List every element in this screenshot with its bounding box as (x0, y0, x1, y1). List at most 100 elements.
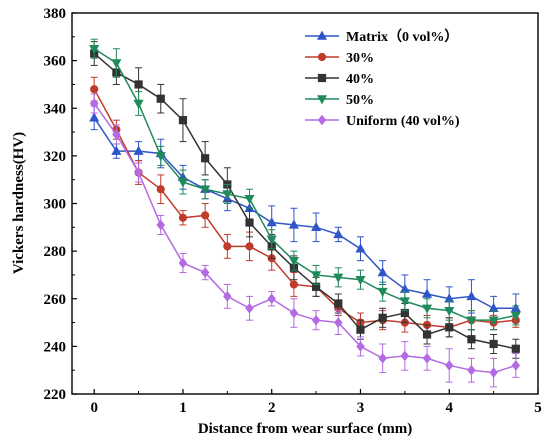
series-4 (89, 93, 521, 388)
y-tick-label: 360 (44, 54, 67, 70)
data-point (333, 229, 344, 239)
data-point (510, 311, 521, 321)
series-line (93, 103, 517, 374)
y-axis-title: Vickers hardness(HV) (11, 132, 27, 274)
x-tick-label: 0 (90, 400, 98, 416)
data-point (311, 271, 322, 281)
data-point (200, 267, 210, 278)
data-point (223, 242, 232, 251)
data-point (244, 195, 255, 205)
data-point (378, 352, 387, 364)
legend-label: 30% (346, 51, 374, 66)
data-point (178, 213, 188, 222)
data-point (134, 80, 143, 89)
data-point (422, 304, 433, 314)
data-point (334, 317, 343, 328)
data-point (266, 235, 277, 245)
data-point (156, 94, 165, 103)
data-point (356, 341, 365, 352)
x-tick-label: 2 (268, 400, 276, 416)
axes-layer: 0 1 2 3 4 5 220 240 260 280 300 320 340 360 380 (44, 6, 542, 416)
legend-item: 40% (305, 72, 374, 87)
data-point (245, 302, 254, 314)
data-point (289, 307, 299, 319)
data-point (156, 219, 166, 231)
series-line (93, 48, 516, 321)
legend-marker (316, 30, 328, 40)
x-tick-label: 1 (179, 400, 187, 416)
data-point (467, 364, 476, 376)
data-point (311, 314, 321, 326)
data-point (89, 112, 100, 122)
data-point (444, 360, 454, 371)
data-point (133, 145, 144, 155)
data-point (201, 154, 210, 163)
data-point (489, 367, 498, 378)
data-point (177, 178, 188, 188)
y-tick-label: 340 (44, 101, 67, 117)
legend-item: 50% (305, 93, 374, 108)
y-tick-label: 380 (44, 6, 67, 22)
series-line (93, 117, 516, 310)
legend-item: 30% (305, 51, 374, 66)
data-point (422, 288, 433, 298)
legend-label: 50% (346, 93, 374, 108)
data-point (444, 306, 455, 317)
data-point (467, 335, 476, 344)
data-point (266, 217, 277, 227)
data-point (245, 218, 254, 227)
data-point (112, 129, 121, 140)
data-point (311, 221, 322, 232)
data-point (133, 99, 144, 109)
data-point (489, 339, 498, 349)
data-point (223, 291, 232, 302)
data-point (466, 290, 477, 301)
x-tick-label: 3 (357, 400, 365, 416)
data-point (511, 360, 521, 371)
data-point (178, 116, 188, 125)
data-point (222, 190, 233, 200)
legend-label: 40% (346, 72, 374, 87)
data-point (245, 242, 254, 251)
data-point (156, 185, 165, 194)
x-tick-label: 4 (445, 400, 453, 416)
series-0 (89, 105, 521, 324)
data-point (355, 276, 366, 286)
legend-marker (317, 114, 327, 126)
series-3 (89, 38, 521, 331)
series-2 (90, 41, 520, 359)
data-point (355, 243, 366, 253)
data-point (334, 299, 343, 308)
data-point (288, 256, 299, 267)
data-point (511, 344, 520, 353)
legend-item: Uniform (40 vol%) (305, 114, 460, 129)
data-point (155, 152, 166, 162)
y-tick-label: 300 (44, 197, 67, 213)
data-point (200, 185, 211, 195)
data-point (267, 293, 276, 305)
x-axis-title: Distance from wear surface (mm) (198, 421, 412, 437)
data-point (400, 350, 410, 362)
legend: Matrix（0 vol%） 30% 40% 50% Uniform (40 vol%) (305, 29, 460, 129)
data-point (377, 267, 388, 277)
y-tick-label: 280 (44, 244, 67, 260)
legend-label: Matrix（0 vol%） (346, 29, 458, 45)
legend-item: Matrix（0 vol%） (305, 29, 458, 45)
data-point (111, 145, 122, 155)
data-point (111, 59, 122, 69)
legend-label: Uniform (40 vol%) (346, 114, 460, 129)
data-point (333, 273, 344, 283)
y-tick-label: 220 (44, 387, 67, 403)
data-point (288, 219, 299, 229)
data-point (356, 325, 365, 334)
data-point (377, 287, 388, 298)
data-point (178, 257, 188, 269)
data-point (134, 167, 143, 178)
data-point (466, 316, 477, 326)
data-point (89, 45, 100, 55)
legend-marker (317, 52, 327, 62)
series-layer (89, 38, 521, 388)
data-point (90, 85, 99, 94)
